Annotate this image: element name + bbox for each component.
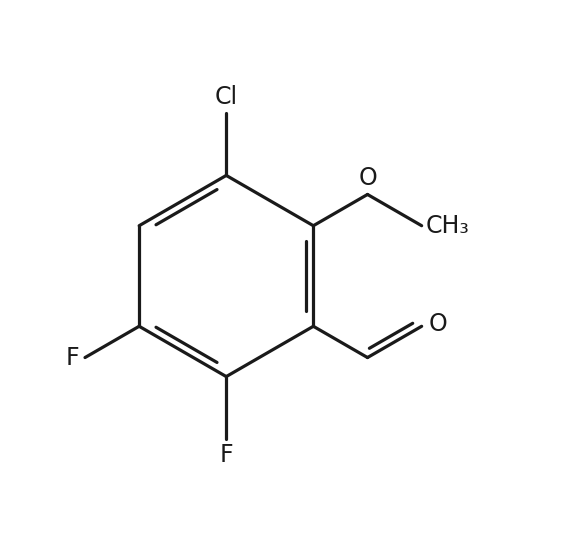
Text: O: O bbox=[358, 166, 377, 189]
Text: CH₃: CH₃ bbox=[426, 214, 470, 238]
Text: F: F bbox=[66, 346, 79, 369]
Text: F: F bbox=[219, 443, 233, 468]
Text: O: O bbox=[428, 311, 447, 336]
Text: Cl: Cl bbox=[215, 84, 238, 109]
